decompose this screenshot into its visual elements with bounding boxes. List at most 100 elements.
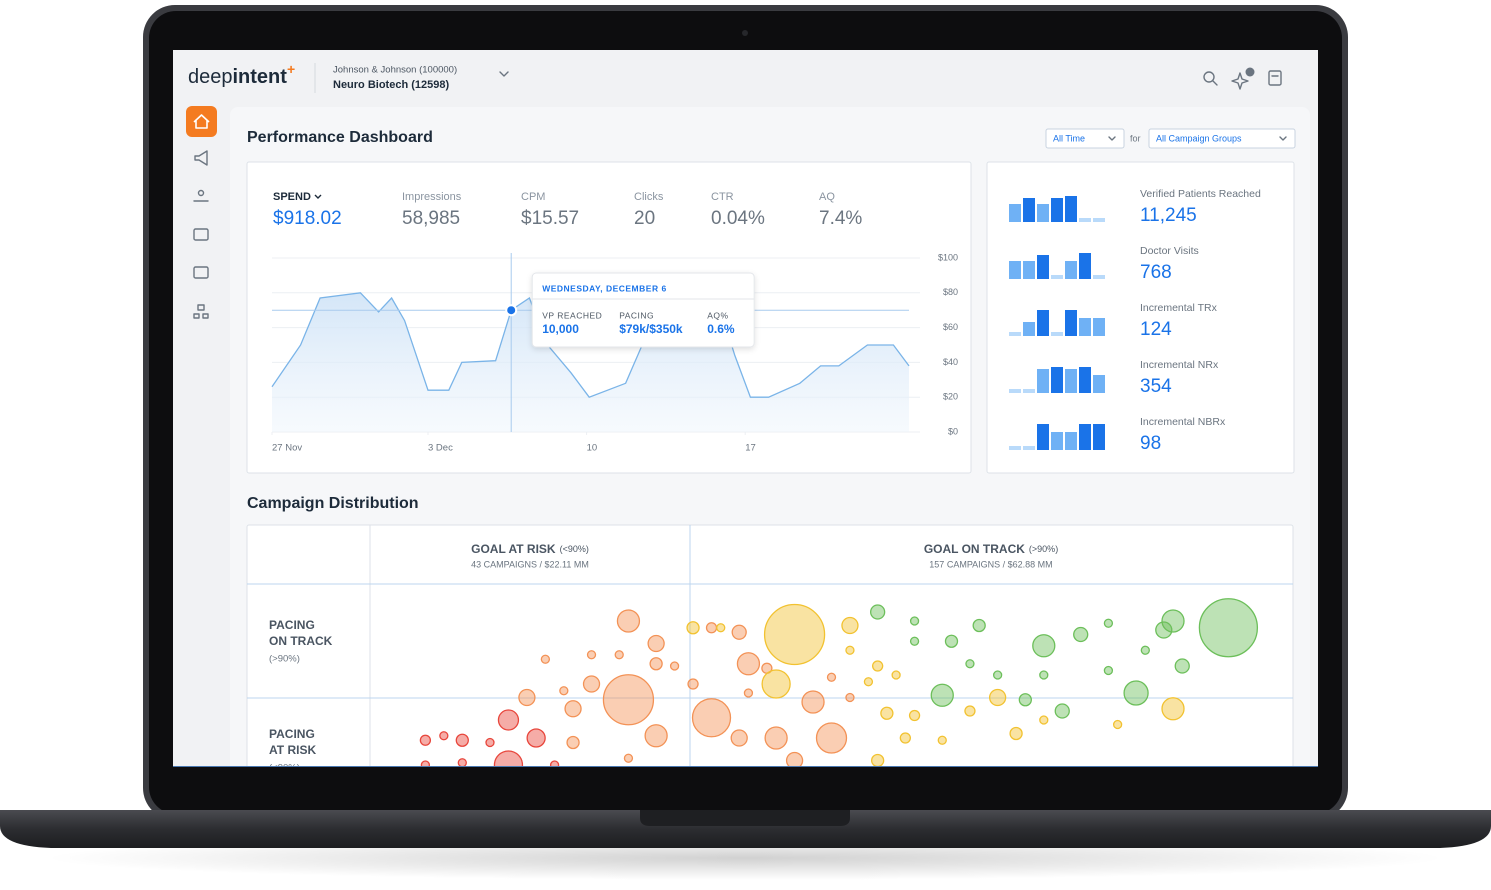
bubble[interactable] (586, 650, 597, 660)
bubble[interactable] (691, 698, 732, 738)
bubble[interactable] (455, 733, 469, 747)
bubble[interactable] (649, 657, 663, 671)
bubble[interactable] (764, 726, 788, 750)
bubble[interactable] (686, 621, 700, 635)
bubble[interactable] (518, 688, 536, 707)
bubble[interactable] (863, 677, 874, 687)
bubble[interactable] (1054, 703, 1070, 719)
bubble[interactable] (785, 751, 804, 769)
bubble[interactable] (526, 728, 546, 748)
bubble[interactable] (871, 753, 885, 767)
bubble[interactable] (1073, 626, 1089, 643)
bubble[interactable] (872, 660, 884, 672)
kpi-bar (1079, 318, 1091, 336)
bubble[interactable] (614, 650, 624, 660)
bubble[interactable] (1161, 697, 1185, 721)
nav-campaigns[interactable] (194, 150, 208, 166)
bubble[interactable] (419, 734, 432, 746)
bubble[interactable] (965, 659, 975, 669)
bubble[interactable] (1009, 726, 1023, 741)
group-filter[interactable] (1148, 128, 1296, 149)
notifications-icon[interactable] (1231, 67, 1255, 90)
bubble[interactable] (1161, 609, 1185, 633)
bubble[interactable] (1112, 719, 1123, 730)
bubble[interactable] (1174, 658, 1190, 674)
bubble[interactable] (826, 672, 837, 682)
bubble[interactable] (964, 705, 976, 717)
bubble[interactable] (602, 674, 655, 726)
y-tick-label: $40 (943, 357, 958, 367)
bubble[interactable] (845, 645, 855, 655)
bubble[interactable] (705, 622, 718, 634)
bubble[interactable] (801, 690, 825, 714)
bubble[interactable] (485, 737, 495, 748)
hover-point[interactable] (505, 304, 518, 317)
bubble[interactable] (566, 735, 580, 750)
bubble[interactable] (582, 675, 601, 693)
bubble[interactable] (988, 688, 1007, 707)
kpi-bar (1093, 218, 1105, 222)
bubble[interactable] (1103, 665, 1114, 676)
bubble[interactable] (616, 609, 641, 633)
bubble[interactable] (1103, 618, 1114, 628)
bubble[interactable] (457, 758, 467, 767)
bubble[interactable] (845, 692, 855, 703)
search-lens (1203, 71, 1215, 83)
bubble[interactable] (815, 722, 848, 754)
nav-home[interactable] (186, 106, 217, 137)
bubble[interactable] (1039, 715, 1049, 725)
metric-selector[interactable] (314, 194, 322, 199)
bubble[interactable] (1032, 634, 1056, 658)
bubble[interactable] (841, 616, 859, 635)
account-dropdown[interactable] (499, 71, 509, 77)
nav-audiences[interactable] (193, 189, 209, 202)
bubble[interactable] (908, 709, 921, 722)
bubble[interactable] (891, 670, 901, 680)
search-icon[interactable] (1203, 71, 1218, 86)
bubble[interactable] (909, 636, 920, 646)
bubble[interactable] (761, 669, 791, 699)
bubble[interactable] (716, 623, 726, 633)
bubble[interactable] (899, 732, 911, 744)
bubble[interactable] (1198, 598, 1259, 658)
bubble[interactable] (540, 654, 551, 664)
bubble[interactable] (549, 760, 560, 769)
bubble[interactable] (930, 683, 954, 707)
bubble[interactable] (731, 624, 747, 640)
bubble[interactable] (623, 753, 634, 763)
bubble[interactable] (1018, 693, 1032, 707)
bubble[interactable] (909, 616, 920, 626)
bubble[interactable] (937, 735, 947, 745)
bubble[interactable] (1140, 645, 1150, 655)
bubble[interactable] (497, 709, 520, 731)
bubble[interactable] (1039, 670, 1049, 680)
bubble[interactable] (1123, 680, 1149, 706)
bubble[interactable] (763, 603, 826, 666)
bubble[interactable] (559, 686, 569, 696)
bubble[interactable] (730, 729, 748, 747)
bubble[interactable] (736, 652, 761, 676)
nav-creatives[interactable] (193, 228, 209, 241)
bubble[interactable] (972, 618, 986, 633)
bubble[interactable] (1155, 621, 1173, 639)
bubble[interactable] (870, 604, 886, 620)
bubble[interactable] (439, 731, 449, 741)
advertiser-name[interactable]: Neuro Biotech (12598) (333, 79, 449, 91)
bubble[interactable] (687, 678, 699, 690)
bubble[interactable] (644, 724, 668, 748)
account-name[interactable]: Johnson & Johnson (100000) (333, 65, 457, 76)
bubble[interactable] (992, 670, 1003, 680)
bubble[interactable] (564, 700, 582, 718)
bubble[interactable] (420, 760, 431, 769)
bubble[interactable] (647, 634, 665, 653)
nav-reports[interactable] (193, 266, 209, 279)
logo[interactable]: deepintent+ (188, 61, 295, 89)
bubble[interactable] (669, 661, 680, 671)
bubble[interactable] (493, 750, 524, 779)
bubble[interactable] (880, 706, 894, 720)
bubble[interactable] (944, 634, 959, 648)
period-filter[interactable] (1045, 128, 1125, 149)
nav-organization[interactable] (193, 304, 209, 319)
bubble[interactable] (743, 688, 754, 698)
reports-icon[interactable] (1268, 70, 1282, 86)
